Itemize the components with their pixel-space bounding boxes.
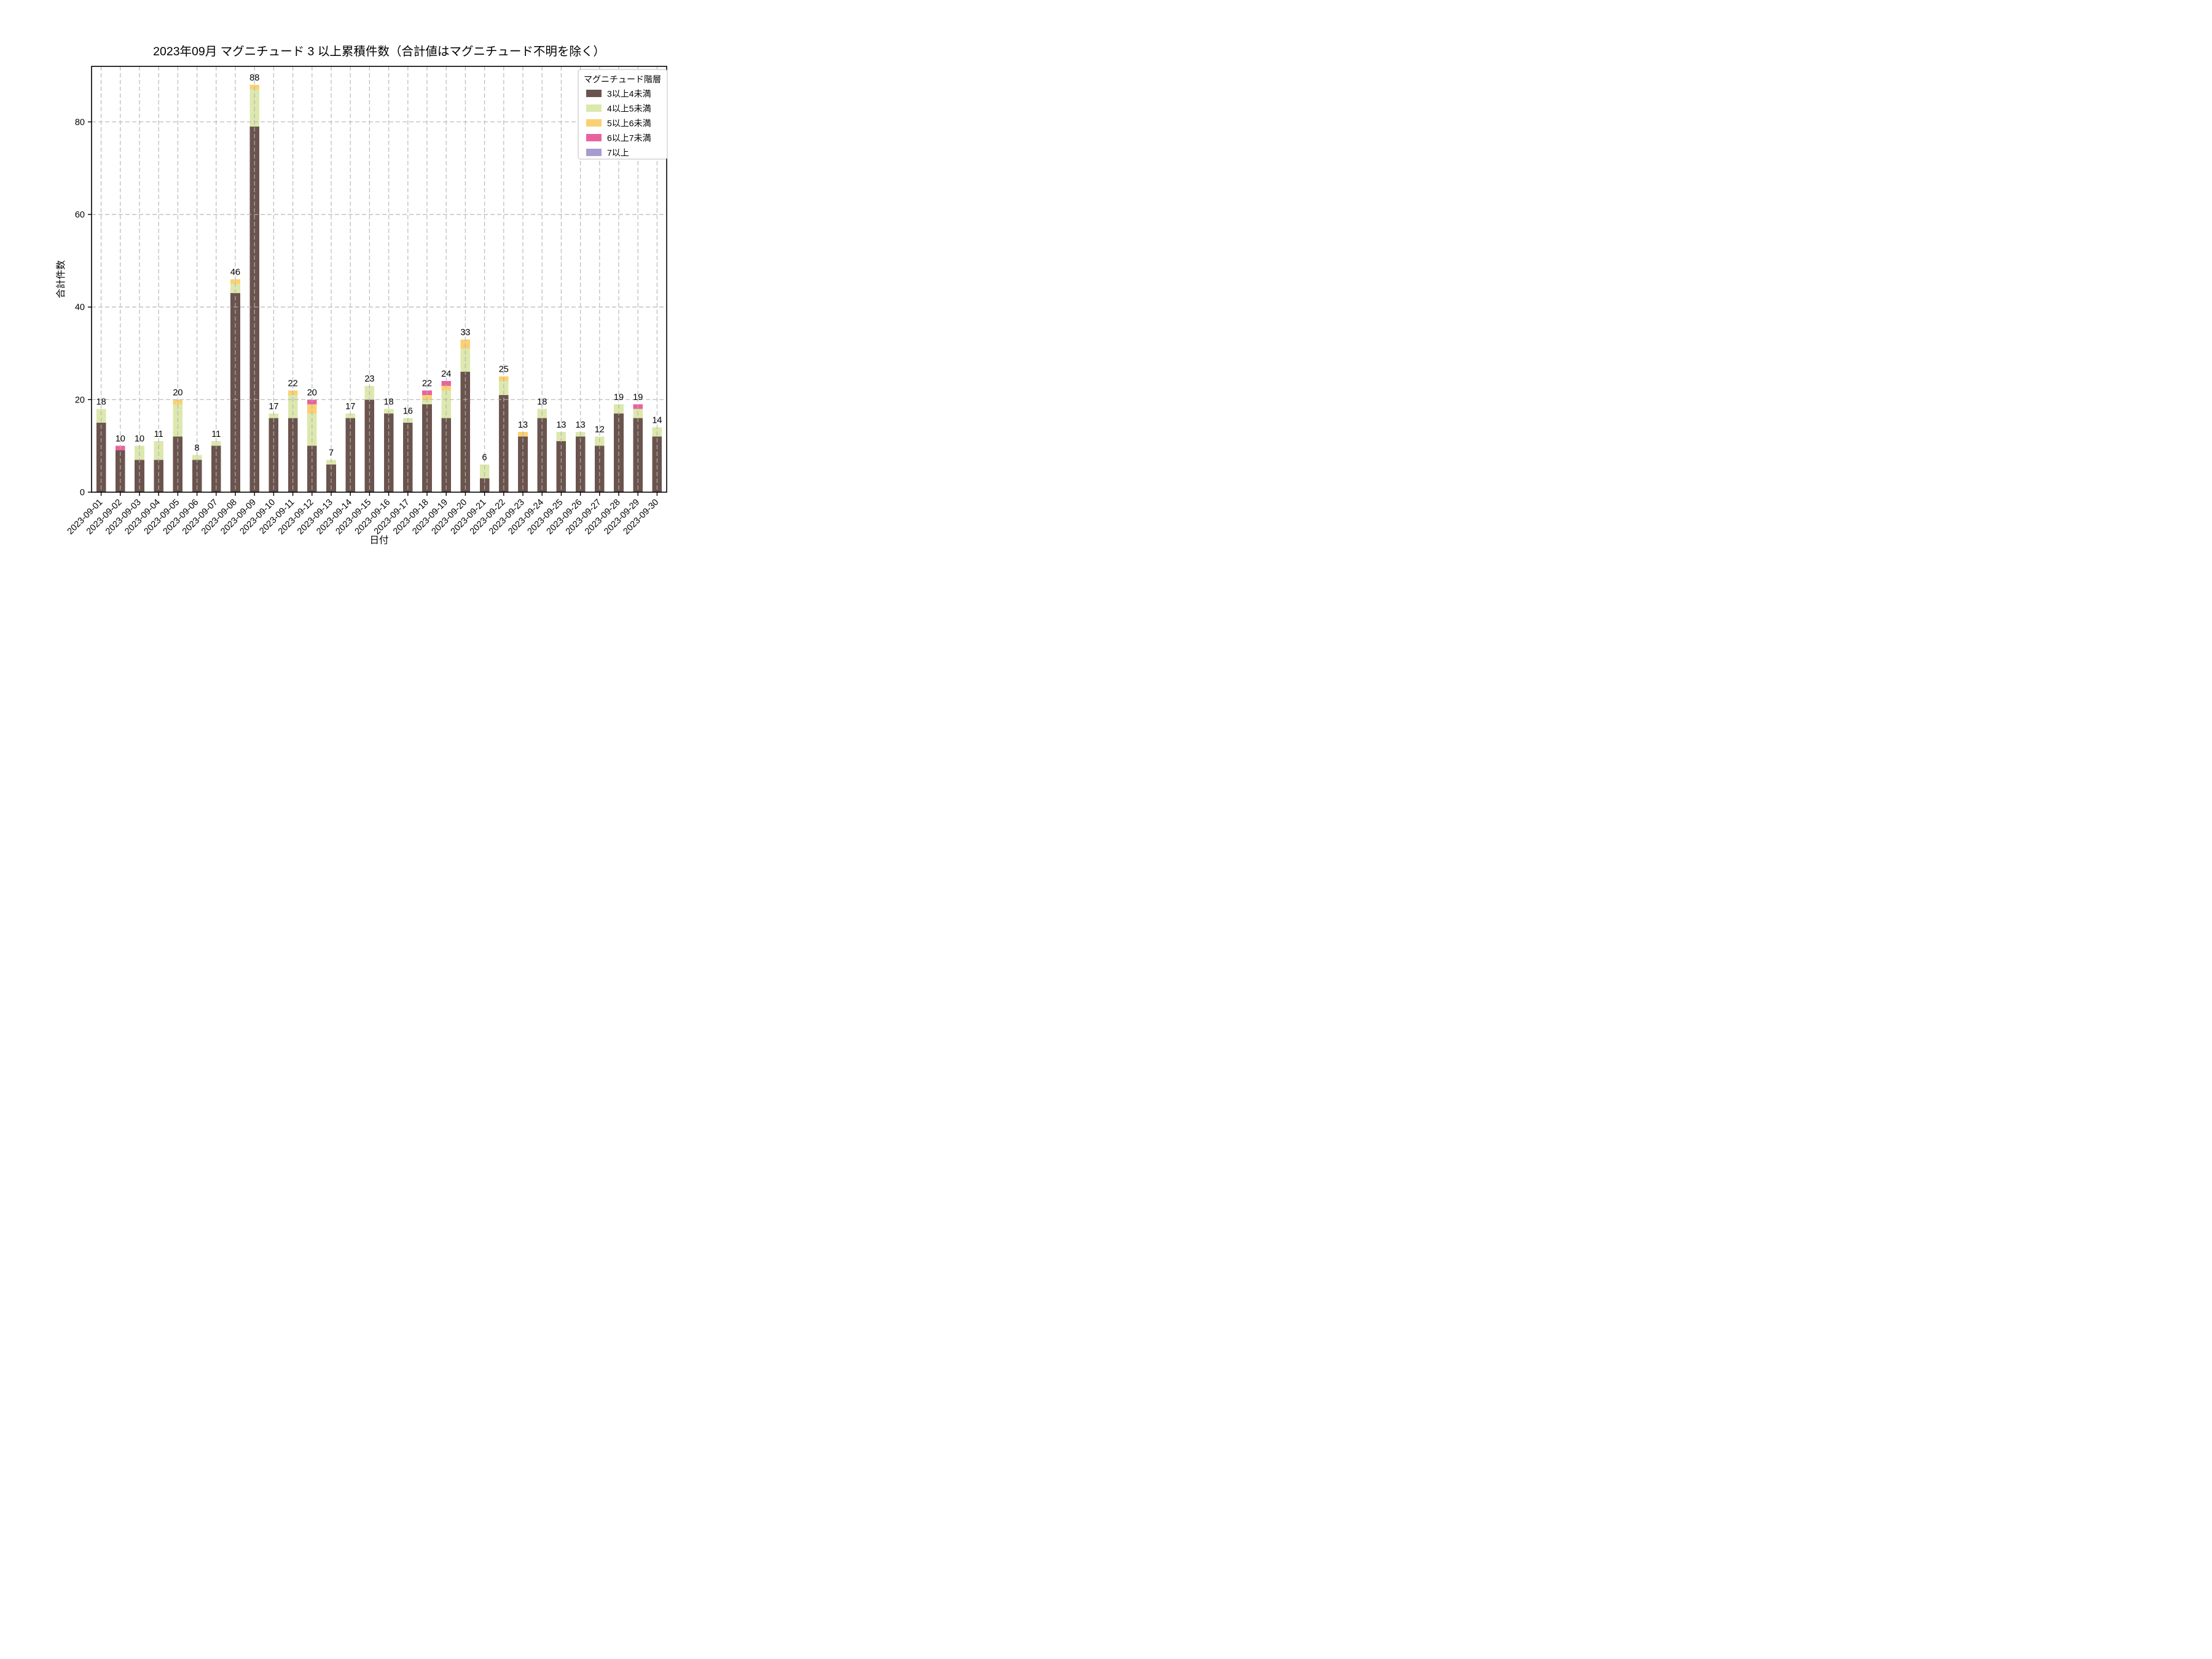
bar-segment-2023-09-12-s1 bbox=[307, 413, 317, 446]
bar-segment-2023-09-14-s1 bbox=[345, 413, 355, 418]
bar-segment-2023-09-01-s1 bbox=[96, 409, 106, 423]
legend-label-3以上4未満: 3以上4未満 bbox=[607, 89, 651, 99]
y-tick-label-0: 0 bbox=[80, 488, 85, 498]
y-tick-label-20: 20 bbox=[75, 395, 85, 405]
bar-total-label-2023-09-30: 14 bbox=[652, 416, 662, 426]
bar-segment-2023-09-22-s0 bbox=[499, 394, 509, 492]
x-axis-title: 日付 bbox=[369, 535, 388, 546]
bar-total-label-2023-09-17: 16 bbox=[403, 406, 413, 416]
bar-total-label-2023-09-07: 11 bbox=[211, 429, 221, 439]
bar-total-label-2023-09-18: 22 bbox=[422, 378, 432, 388]
bar-segment-2023-09-19-s3 bbox=[441, 381, 451, 386]
y-tick-label-80: 80 bbox=[75, 117, 85, 127]
plot-frame bbox=[91, 66, 667, 493]
bar-segment-2023-09-08-s1 bbox=[230, 284, 240, 294]
bar-total-label-2023-09-05: 20 bbox=[173, 388, 182, 398]
bar-segment-2023-09-08-s2 bbox=[230, 279, 240, 284]
bar-total-label-2023-09-15: 23 bbox=[364, 374, 374, 384]
bar-total-label-2023-09-29: 19 bbox=[633, 393, 643, 402]
bar-total-label-2023-09-24: 18 bbox=[537, 397, 547, 407]
bar-segment-2023-09-02-s0 bbox=[116, 450, 125, 492]
bar-total-label-2023-09-22: 25 bbox=[499, 365, 509, 375]
y-tick-label-40: 40 bbox=[75, 303, 85, 313]
bar-total-label-2023-09-16: 18 bbox=[384, 397, 394, 407]
bar-total-label-2023-09-03: 10 bbox=[135, 434, 144, 444]
bar-total-label-2023-09-25: 13 bbox=[556, 420, 566, 430]
bar-segment-2023-09-05-s2 bbox=[173, 399, 183, 404]
bar-segment-2023-09-04-s1 bbox=[154, 441, 163, 460]
bar-total-label-2023-09-10: 17 bbox=[269, 402, 278, 412]
legend-swatch-3以上4未満 bbox=[586, 90, 602, 97]
bar-total-label-2023-09-23: 13 bbox=[518, 420, 528, 430]
legend-label-6以上7未満: 6以上7未満 bbox=[607, 133, 651, 143]
bar-segment-2023-09-23-s0 bbox=[518, 436, 528, 492]
bar-total-label-2023-09-12: 20 bbox=[307, 388, 317, 398]
bar-segment-2023-09-01-s0 bbox=[96, 423, 106, 492]
bar-segment-2023-09-06-s1 bbox=[192, 455, 202, 460]
chart-title: 2023年09月 マグニチュード 3 以上累積件数（合計値はマグニチュード不明を… bbox=[153, 45, 605, 58]
legend-swatch-4以上5未満 bbox=[586, 104, 602, 112]
bar-total-label-2023-09-27: 12 bbox=[595, 425, 605, 435]
legend: マグニチュード階層 3以上4未満 4以上5未満 5以上6未満 6以上7未満 7以上 bbox=[578, 69, 668, 160]
figure: 0 20 40 60 80 2023-09-01 2023-09-02 2023-09-03 2… bbox=[0, 0, 737, 553]
legend-label-4以上5未満: 4以上5未満 bbox=[607, 104, 651, 114]
bar-total-label-2023-09-26: 13 bbox=[576, 420, 586, 430]
y-axis: 0 20 40 60 80 bbox=[75, 117, 92, 498]
bar-segment-2023-09-19-s1 bbox=[441, 390, 451, 418]
bar-total-label-2023-09-14: 17 bbox=[345, 402, 355, 412]
bar-total-label-2023-09-28: 19 bbox=[614, 393, 624, 402]
bar-total-label-2023-09-04: 11 bbox=[154, 429, 163, 439]
bar-segment-2023-09-26-s0 bbox=[575, 436, 586, 492]
y-axis-title: 合計件数 bbox=[55, 260, 66, 299]
legend-swatch-6以上7未満 bbox=[586, 134, 602, 141]
legend-title: マグニチュード階層 bbox=[584, 74, 661, 84]
bar-total-label-2023-09-02: 10 bbox=[116, 434, 125, 444]
bar-segment-2023-09-09-s0 bbox=[249, 126, 259, 493]
bar-segment-2023-09-13-s0 bbox=[326, 464, 336, 492]
bar-segment-2023-09-18-s1 bbox=[422, 399, 432, 404]
bar-total-label-2023-09-11: 22 bbox=[288, 378, 298, 388]
bar-segment-2023-09-28-s1 bbox=[614, 404, 624, 414]
bar-total-label-2023-09-13: 7 bbox=[329, 448, 334, 458]
bar-total-label-2023-09-21: 6 bbox=[482, 453, 487, 463]
bar-segment-2023-09-05-s0 bbox=[173, 436, 183, 492]
bar-segment-2023-09-07-s1 bbox=[211, 441, 221, 446]
bar-segment-2023-09-10-s1 bbox=[269, 413, 279, 418]
stacked-bar-chart: 0204060802023-09-012023-09-022023-09-032… bbox=[0, 0, 737, 553]
bar-total-label-2023-09-08: 46 bbox=[230, 268, 240, 278]
bar-segment-2023-09-25-s1 bbox=[556, 432, 567, 442]
bar-total-label-2023-09-20: 33 bbox=[460, 327, 470, 337]
bar-segment-2023-09-12-s3 bbox=[307, 399, 317, 404]
bar-total-label-2023-09-19: 24 bbox=[441, 369, 451, 379]
bar-segment-2023-09-30-s0 bbox=[652, 436, 662, 492]
legend-label-7以上: 7以上 bbox=[607, 148, 629, 158]
y-tick-label-60: 60 bbox=[75, 210, 85, 220]
bar-segment-2023-09-21-s1 bbox=[479, 464, 490, 479]
bar-segment-2023-09-12-s2 bbox=[307, 404, 317, 414]
legend-swatch-5以上6未満 bbox=[586, 119, 602, 127]
bar-total-label-2023-09-06: 8 bbox=[195, 444, 200, 453]
bar-total-label-2023-09-09: 88 bbox=[249, 73, 259, 83]
bar-total-labels: 18 10 10 11 20 8 11 46 88 17 22 20 7 17 23 18 16 22 24 33 6 2… bbox=[96, 73, 662, 463]
legend-swatch-7以上 bbox=[586, 149, 602, 156]
bar-segment-2023-09-21-s0 bbox=[479, 478, 490, 492]
bar-segment-2023-09-18-s2 bbox=[422, 394, 432, 400]
legend-label-5以上6未満: 5以上6未満 bbox=[607, 119, 651, 128]
bar-segment-2023-09-17-s0 bbox=[403, 423, 413, 492]
bar-total-label-2023-09-01: 18 bbox=[96, 397, 106, 407]
